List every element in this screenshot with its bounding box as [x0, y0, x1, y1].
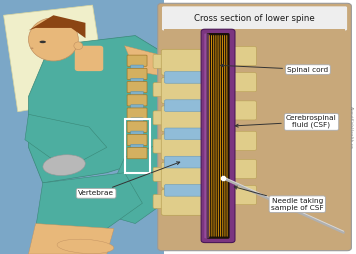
Ellipse shape — [57, 239, 114, 253]
FancyBboxPatch shape — [164, 128, 202, 140]
FancyBboxPatch shape — [127, 108, 147, 119]
Polygon shape — [25, 114, 107, 163]
FancyBboxPatch shape — [231, 131, 256, 150]
FancyBboxPatch shape — [153, 167, 167, 181]
Polygon shape — [28, 36, 164, 183]
FancyBboxPatch shape — [161, 134, 205, 160]
FancyBboxPatch shape — [164, 156, 202, 168]
FancyBboxPatch shape — [231, 160, 256, 179]
FancyBboxPatch shape — [164, 29, 345, 246]
Ellipse shape — [40, 41, 46, 43]
FancyBboxPatch shape — [206, 33, 230, 239]
FancyBboxPatch shape — [231, 101, 256, 120]
FancyBboxPatch shape — [161, 49, 205, 75]
FancyBboxPatch shape — [153, 54, 167, 68]
FancyBboxPatch shape — [131, 131, 143, 135]
FancyBboxPatch shape — [153, 111, 167, 125]
Polygon shape — [125, 46, 164, 76]
FancyBboxPatch shape — [127, 121, 147, 132]
FancyBboxPatch shape — [131, 78, 143, 82]
FancyBboxPatch shape — [153, 83, 167, 97]
FancyBboxPatch shape — [161, 77, 205, 103]
FancyBboxPatch shape — [131, 91, 143, 96]
FancyBboxPatch shape — [164, 72, 202, 83]
FancyBboxPatch shape — [0, 0, 164, 254]
FancyBboxPatch shape — [153, 139, 167, 153]
Ellipse shape — [74, 42, 83, 50]
FancyBboxPatch shape — [127, 148, 147, 159]
FancyBboxPatch shape — [127, 95, 147, 106]
FancyBboxPatch shape — [161, 189, 205, 215]
Polygon shape — [28, 224, 114, 254]
FancyBboxPatch shape — [231, 73, 256, 92]
Polygon shape — [4, 5, 107, 112]
Text: Cerebrospinal
fluid (CSF): Cerebrospinal fluid (CSF) — [235, 115, 337, 129]
Ellipse shape — [43, 155, 85, 176]
FancyBboxPatch shape — [201, 29, 235, 243]
Polygon shape — [36, 173, 142, 234]
FancyBboxPatch shape — [127, 82, 147, 93]
FancyBboxPatch shape — [231, 46, 256, 66]
FancyBboxPatch shape — [164, 184, 202, 196]
Text: AboutKidsHealth.ca: AboutKidsHealth.ca — [349, 106, 353, 148]
FancyBboxPatch shape — [131, 105, 143, 109]
FancyBboxPatch shape — [153, 195, 167, 209]
FancyBboxPatch shape — [127, 55, 147, 66]
Text: Cross section of lower spine: Cross section of lower spine — [194, 14, 315, 23]
FancyBboxPatch shape — [131, 118, 143, 122]
FancyBboxPatch shape — [164, 100, 202, 112]
FancyBboxPatch shape — [131, 65, 143, 69]
Polygon shape — [28, 15, 85, 38]
FancyBboxPatch shape — [204, 34, 209, 238]
FancyBboxPatch shape — [161, 162, 205, 188]
Ellipse shape — [31, 47, 33, 49]
Polygon shape — [100, 142, 164, 224]
Ellipse shape — [28, 18, 78, 61]
Text: Needle taking
sample of CSF: Needle taking sample of CSF — [234, 186, 324, 211]
FancyBboxPatch shape — [127, 134, 147, 146]
FancyBboxPatch shape — [161, 106, 205, 132]
FancyBboxPatch shape — [158, 3, 351, 251]
Text: Vertebrae: Vertebrae — [78, 162, 180, 196]
FancyBboxPatch shape — [162, 6, 347, 30]
FancyBboxPatch shape — [75, 46, 103, 71]
FancyBboxPatch shape — [127, 68, 147, 80]
FancyBboxPatch shape — [131, 144, 143, 148]
Text: Spinal cord: Spinal cord — [221, 64, 329, 73]
FancyBboxPatch shape — [231, 186, 256, 205]
